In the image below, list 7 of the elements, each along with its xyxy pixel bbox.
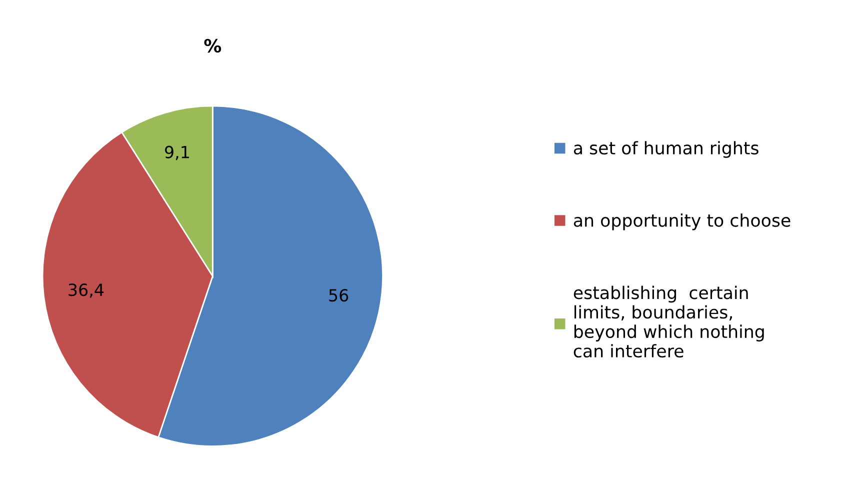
data-label: 9,1	[164, 146, 189, 160]
data-label: 36,4	[68, 284, 104, 298]
legend-label: establishing certain limits, boundaries, beyond which nothing can interfere	[574, 286, 764, 358]
data-label: 56	[329, 288, 348, 302]
legend-label: a set of human rights	[574, 141, 758, 158]
chart-title: %	[204, 38, 222, 53]
legend-label: an opportunity to choose	[574, 213, 790, 230]
